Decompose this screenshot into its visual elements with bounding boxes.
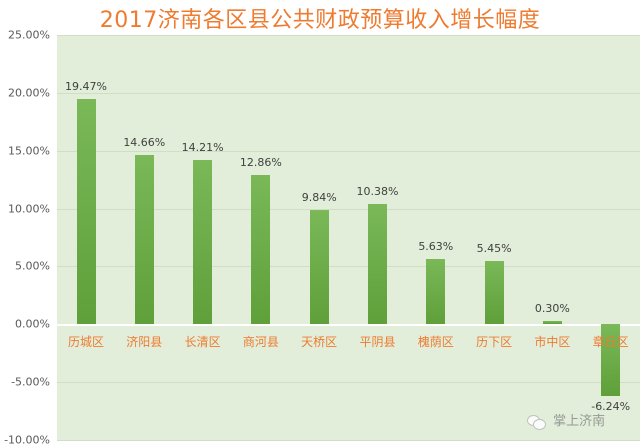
y-tick-label: 10.00% bbox=[8, 202, 50, 216]
watermark-text: 掌上济南 bbox=[553, 414, 606, 429]
data-label: 5.63% bbox=[418, 240, 454, 254]
category-label: 章丘区 bbox=[592, 335, 629, 350]
bar bbox=[76, 98, 96, 325]
gridline bbox=[57, 266, 640, 268]
y-tick-label: -5.00% bbox=[11, 375, 50, 389]
category-label: 天桥区 bbox=[301, 335, 338, 350]
bar bbox=[368, 204, 387, 325]
y-tick-label: 15.00% bbox=[8, 144, 50, 158]
category-label: 市中区 bbox=[534, 335, 571, 350]
watermark: 掌上济南 bbox=[527, 410, 606, 430]
data-label: 0.30% bbox=[534, 301, 570, 315]
y-tick-label: 20.00% bbox=[8, 86, 50, 100]
data-label: 19.47% bbox=[65, 79, 107, 93]
gridline bbox=[57, 324, 640, 327]
category-label: 商河县 bbox=[242, 335, 279, 350]
gridline bbox=[57, 35, 640, 36]
bar bbox=[484, 261, 504, 325]
data-label: 12.86% bbox=[239, 156, 282, 170]
bar bbox=[251, 175, 271, 325]
y-tick-label: -10.00% bbox=[4, 433, 50, 447]
category-label: 平阴县 bbox=[359, 335, 396, 350]
y-tick-label: 25.00% bbox=[8, 28, 50, 42]
bar bbox=[134, 154, 154, 325]
gridline bbox=[57, 382, 640, 384]
gridline bbox=[57, 208, 640, 210]
bar bbox=[193, 159, 213, 325]
y-tick-label: 5.00% bbox=[15, 259, 50, 273]
bar bbox=[601, 324, 621, 397]
data-label: -6.24% bbox=[591, 400, 631, 414]
bar bbox=[542, 320, 562, 325]
gridline bbox=[57, 92, 640, 94]
data-label: 14.66% bbox=[123, 135, 166, 149]
category-label: 槐荫区 bbox=[417, 335, 454, 350]
data-label: 10.38% bbox=[356, 185, 399, 199]
data-label: 9.84% bbox=[301, 191, 337, 205]
data-label: 5.45% bbox=[476, 242, 512, 256]
gridline bbox=[57, 150, 640, 152]
category-label: 历下区 bbox=[476, 335, 513, 350]
gridline bbox=[57, 440, 640, 441]
data-label: 14.21% bbox=[181, 140, 224, 154]
category-label: 济阳县 bbox=[126, 335, 163, 350]
category-label: 长清区 bbox=[184, 335, 221, 350]
y-tick-label: 0.00% bbox=[15, 317, 50, 331]
category-label: 历城区 bbox=[67, 335, 104, 350]
chart-title: 2017济南各区县公共财政预算收入增长幅度 bbox=[99, 8, 541, 33]
bar bbox=[309, 210, 329, 325]
plot-area bbox=[57, 35, 640, 441]
wechat-icon bbox=[527, 414, 546, 430]
bar bbox=[426, 259, 446, 325]
